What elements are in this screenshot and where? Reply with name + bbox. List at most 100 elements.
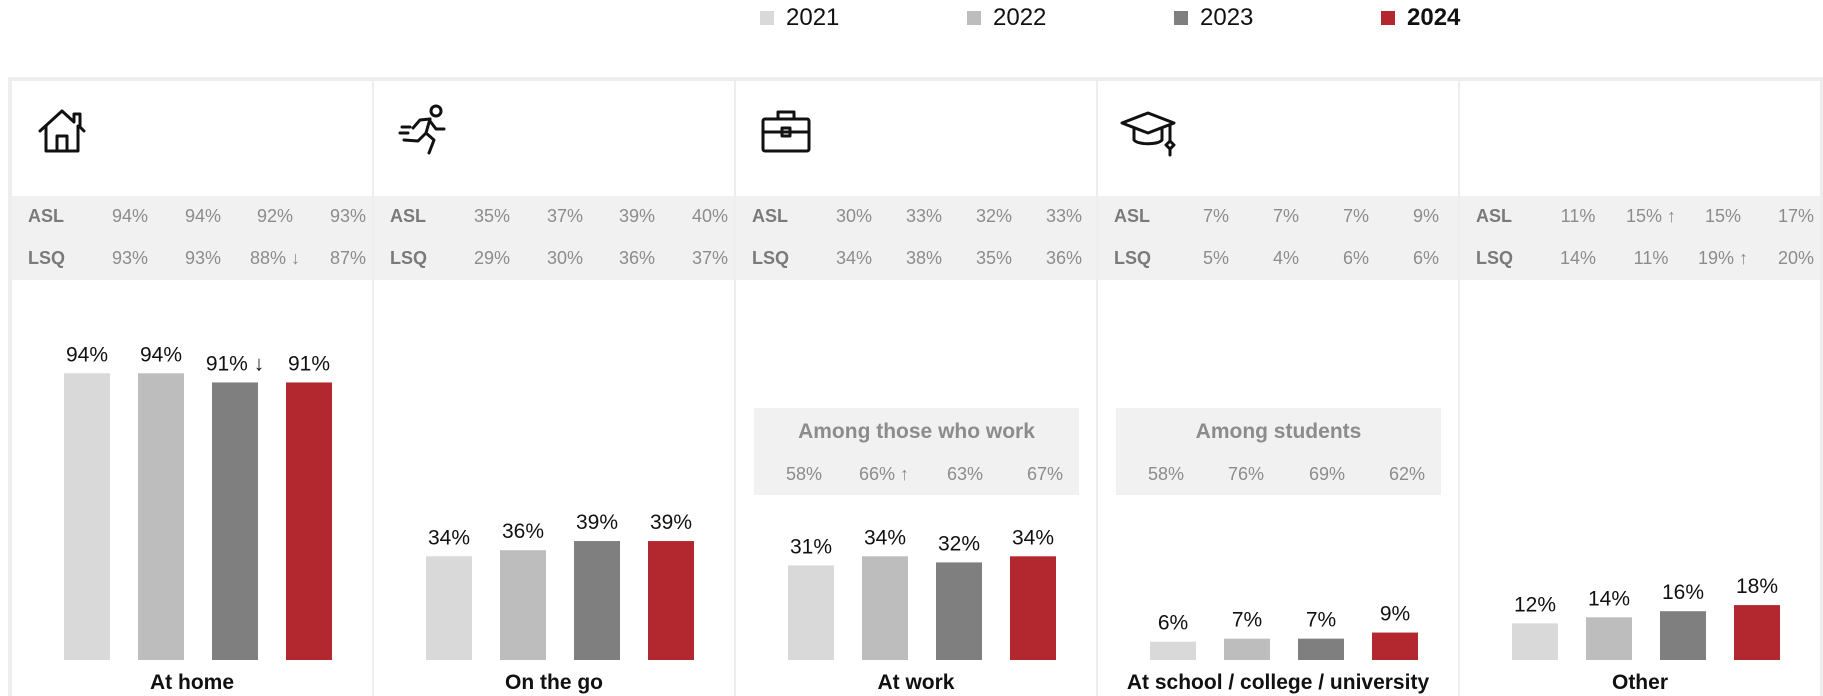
subset-cell: 69% <box>1308 464 1346 484</box>
bar-value-label: 34% <box>428 526 470 549</box>
panel-4: ASL 11% 15% ↑ 15% 17% LSQ 14% 11% 19% ↑ 20% 12% 14%… <box>1460 81 1820 696</box>
stats-cell: 93% <box>111 248 149 268</box>
legend-label: 2023 <box>1200 4 1254 31</box>
legend-item-2021: 2021 <box>760 4 839 32</box>
stats-cell: 6% <box>1342 248 1369 268</box>
stats-row-label: ASL <box>752 206 788 226</box>
stats-cell: 9% <box>1412 206 1439 226</box>
bar-value-label: 36% <box>502 520 544 543</box>
stats-cell: 17% <box>1777 206 1815 226</box>
bar-2022 <box>1224 638 1270 660</box>
bar-value-label: 39% <box>576 511 618 534</box>
subset-title: Among those who work <box>798 420 1035 443</box>
briefcase-icon <box>758 103 814 159</box>
stats-cell: 39% <box>618 206 656 226</box>
legend-swatch <box>760 11 774 25</box>
subset-cell: 62% <box>1388 464 1426 484</box>
bar-value-label: 91% <box>288 352 330 375</box>
stats-cell: 7% <box>1342 206 1369 226</box>
bar-value-label: 7% <box>1306 609 1336 632</box>
stats-row-label: LSQ <box>390 248 428 268</box>
stats-cell: 37% <box>546 206 584 226</box>
legend-swatch <box>967 11 981 25</box>
house-icon <box>34 103 90 159</box>
subset-cell: 63% <box>946 464 984 484</box>
legend-swatch <box>1381 11 1395 25</box>
bar-chart: 6% 7% 7% 9% <box>1150 603 1418 660</box>
stats-cell: 11% <box>1633 248 1669 268</box>
bar-value-label: 16% <box>1662 581 1704 604</box>
bar-chart: 94% 94% 91% ↓ 91% <box>64 343 332 660</box>
bar-value-label: 94% <box>140 343 182 366</box>
subset-cell: 66% ↑ <box>858 464 910 484</box>
bar-2021 <box>64 373 110 660</box>
stats-table: ASL 30% 33% 32% 33% LSQ 34% 38% 35% 36% <box>736 196 1096 280</box>
stats-cell: 5% <box>1202 248 1229 268</box>
stats-row-label: LSQ <box>1114 248 1152 268</box>
stats-cell: 35% <box>473 206 511 226</box>
stats-row-lsq: LSQ 14% 11% 19% ↑ 20% <box>1460 238 1820 278</box>
bar-chart: 34% 36% 39% 39% <box>426 511 694 660</box>
stats-cell: 7% <box>1202 206 1229 226</box>
stats-row-label: LSQ <box>28 248 66 268</box>
bar-2022 <box>1586 617 1632 660</box>
stats-row-label: ASL <box>390 206 426 226</box>
stats-table: ASL 7% 7% 7% 9% LSQ 5% 4% 6% 6% <box>1098 196 1458 280</box>
bar-2024 <box>648 541 694 660</box>
legend-label: 2021 <box>786 4 840 31</box>
bar-2023 <box>1298 638 1344 660</box>
bar-2023 <box>936 562 982 660</box>
bar-value-label: 12% <box>1514 593 1556 616</box>
bar-2023 <box>1660 611 1706 660</box>
subset-title: Among students <box>1195 420 1362 443</box>
bar-value-label: 31% <box>790 535 832 558</box>
stats-cell: 94% <box>111 206 149 226</box>
bar-2021 <box>1150 641 1196 660</box>
stats-cell: 32% <box>975 206 1013 226</box>
stats-cell: 6% <box>1412 248 1439 268</box>
bar-2024 <box>1010 556 1056 660</box>
bar-value-label: 14% <box>1588 587 1630 610</box>
stats-cell: 37% <box>691 248 729 268</box>
stats-cell: 30% <box>835 206 873 226</box>
category-label: At home <box>150 671 234 694</box>
category-label: On the go <box>505 671 603 694</box>
bar-2022 <box>862 556 908 660</box>
bar-value-label: 94% <box>66 343 108 366</box>
stats-cell: 7% <box>1272 206 1299 226</box>
stats-cell: 87% <box>329 248 367 268</box>
stats-row-label: ASL <box>1114 206 1150 226</box>
panel-2: ASL 30% 33% 32% 33% LSQ 34% 38% 35% 36% Among thos… <box>736 81 1096 696</box>
category-label: Other <box>1611 671 1668 694</box>
bar-chart: 31% 34% 32% 34% <box>788 526 1056 660</box>
bar-2024 <box>1372 632 1418 660</box>
stats-cell: 36% <box>1045 248 1083 268</box>
stats-cell: 35% <box>975 248 1013 268</box>
stats-cell: 36% <box>618 248 656 268</box>
bar-value-label: 9% <box>1380 603 1410 626</box>
stats-row-lsq: LSQ 34% 38% 35% 36% <box>736 238 1096 278</box>
stats-cell: 4% <box>1272 248 1299 268</box>
stats-row-lsq: LSQ 29% 30% 36% 37% <box>374 238 734 278</box>
bar-2024 <box>1734 605 1780 660</box>
stats-cell: 30% <box>546 248 584 268</box>
bar-value-label: 34% <box>864 526 906 549</box>
stats-table: ASL 94% 94% 92% 93% LSQ 93% 93% 88% ↓ 87% <box>12 196 372 280</box>
legend-item-2023: 2023 <box>1174 4 1253 32</box>
stats-cell: 93% <box>184 248 222 268</box>
graduation-cap-icon <box>1120 103 1176 159</box>
legend-label: 2024 <box>1407 4 1461 31</box>
legend: 2021 2022 2023 2024 <box>0 0 1823 40</box>
panel-0: ASL 94% 94% 92% 93% LSQ 93% 93% 88% ↓ 87% 94% 94% 91… <box>12 81 372 696</box>
subset-cell: 76% <box>1227 464 1265 484</box>
stats-cell: 11% <box>1560 206 1596 226</box>
stats-cell: 15% <box>1704 206 1742 226</box>
stats-row-asl: ASL 30% 33% 32% 33% <box>736 196 1096 236</box>
subset-cell: 58% <box>1147 464 1185 484</box>
stats-table: ASL 11% 15% ↑ 15% 17% LSQ 14% 11% 19% ↑ 20% <box>1460 196 1820 280</box>
stats-cell: 92% <box>256 206 294 226</box>
subset-cell: 58% <box>785 464 823 484</box>
stats-cell: 88% ↓ <box>249 248 301 268</box>
category-label: At school / college / university <box>1126 671 1430 694</box>
bar-value-label: 32% <box>938 532 980 555</box>
